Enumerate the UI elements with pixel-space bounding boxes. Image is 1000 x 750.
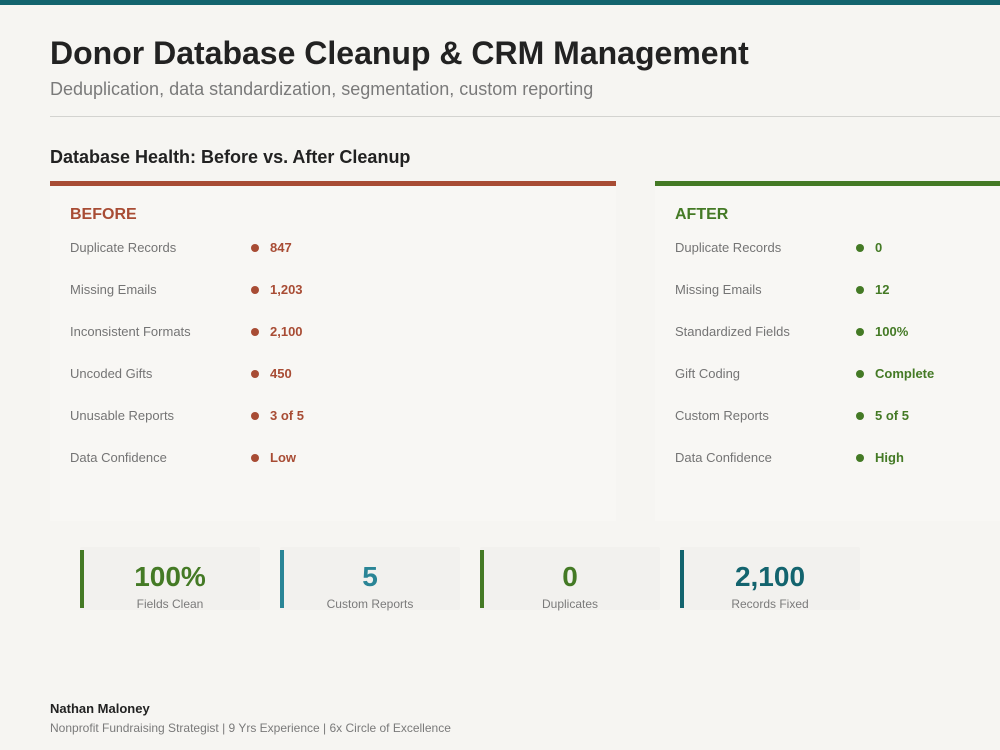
after-row-gift-coding: Gift Coding Complete (675, 364, 995, 384)
row-label: Duplicate Records (675, 240, 782, 255)
row-value: High (875, 450, 904, 465)
after-row-duplicate-records: Duplicate Records 0 (675, 238, 995, 258)
row-label: Unusable Reports (70, 408, 175, 423)
bullet-dot-icon (251, 370, 259, 378)
bullet-dot-icon (251, 328, 259, 336)
bullet-dot-icon (856, 328, 864, 336)
bullet-dot-icon (856, 286, 864, 294)
row-value: Complete (875, 366, 935, 381)
top-accent-bar (0, 0, 1000, 5)
row-value: 3 of 5 (270, 408, 304, 423)
stat-value: 5 (362, 561, 378, 592)
row-label: Data Confidence (675, 450, 772, 465)
after-row-standardized-fields: Standardized Fields 100% (675, 322, 995, 342)
before-row-uncoded-gifts: Uncoded Gifts 450 (70, 364, 590, 384)
before-row-unusable-reports: Unusable Reports 3 of 5 (70, 406, 590, 426)
page-title: Donor Database Cleanup & CRM Management (50, 35, 749, 71)
after-row-data-confidence: Data Confidence High (675, 448, 995, 468)
row-label: Standardized Fields (675, 324, 790, 339)
row-value: 0 (875, 240, 883, 255)
row-value: 2,100 (270, 324, 303, 339)
before-panel: BEFORE Duplicate Records 847 Missing Ema… (50, 181, 616, 521)
after-panel: AFTER Duplicate Records 0 Missing Emails… (655, 181, 1000, 521)
before-row-inconsistent-formats: Inconsistent Formats 2,100 (70, 322, 590, 342)
row-value: 12 (875, 282, 890, 297)
after-heading: AFTER (675, 206, 729, 223)
row-value: 847 (270, 240, 292, 255)
stat-label: Duplicates (541, 597, 599, 611)
row-label: Gift Coding (675, 366, 741, 381)
row-value: 450 (270, 366, 292, 381)
before-heading: BEFORE (70, 206, 137, 223)
section-title: Database Health: Before vs. After Cleanu… (50, 147, 411, 167)
after-row-missing-emails: Missing Emails 12 (675, 280, 995, 300)
row-label: Custom Reports (675, 408, 769, 423)
bullet-dot-icon (251, 454, 259, 462)
stat-value: 2,100 (734, 561, 806, 592)
bullet-dot-icon (251, 412, 259, 420)
stat-label: Fields Clean (136, 597, 204, 611)
stat-card-custom-reports: 5 Custom Reports (280, 547, 460, 611)
row-value: 100% (875, 324, 909, 339)
row-value: 1,203 (270, 282, 303, 297)
bullet-dot-icon (856, 244, 864, 252)
row-label: Duplicate Records (70, 240, 177, 255)
stat-card-fields-clean: 100% Fields Clean (80, 547, 260, 611)
page-subtitle: Deduplication, data standardization, seg… (50, 79, 594, 99)
row-label: Inconsistent Formats (70, 324, 191, 339)
row-label: Uncoded Gifts (70, 366, 153, 381)
stat-card-duplicates: 0 Duplicates (480, 547, 660, 611)
row-label: Missing Emails (70, 282, 157, 297)
stat-accent-bar (680, 550, 684, 608)
stat-value: 0 (562, 561, 578, 592)
stat-value: 100% (134, 561, 206, 592)
stat-label: Records Fixed (731, 597, 809, 611)
row-label: Missing Emails (675, 282, 762, 297)
before-row-duplicate-records: Duplicate Records 847 (70, 238, 590, 258)
before-row-data-confidence: Data Confidence Low (70, 448, 590, 468)
row-label: Data Confidence (70, 450, 167, 465)
bullet-dot-icon (856, 454, 864, 462)
stat-accent-bar (280, 550, 284, 608)
row-value: 5 of 5 (875, 408, 909, 423)
bullet-dot-icon (251, 244, 259, 252)
stat-accent-bar (80, 550, 84, 608)
bullet-dot-icon (251, 286, 259, 294)
stat-accent-bar (480, 550, 484, 608)
author-name: Nathan Maloney (50, 701, 150, 716)
stat-label: Custom Reports (326, 597, 414, 611)
before-row-missing-emails: Missing Emails 1,203 (70, 280, 590, 300)
bullet-dot-icon (856, 412, 864, 420)
row-value: Low (270, 450, 296, 465)
bullet-dot-icon (856, 370, 864, 378)
author-credentials: Nonprofit Fundraising Strategist | 9 Yrs… (50, 721, 451, 735)
header-divider (50, 116, 1000, 117)
after-row-custom-reports: Custom Reports 5 of 5 (675, 406, 995, 426)
stat-card-records-fixed: 2,100 Records Fixed (680, 547, 860, 611)
